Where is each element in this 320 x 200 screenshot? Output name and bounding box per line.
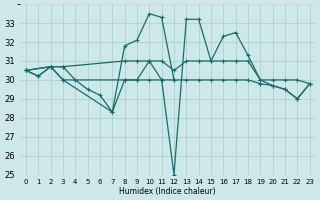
X-axis label: Humidex (Indice chaleur): Humidex (Indice chaleur) — [119, 187, 216, 196]
